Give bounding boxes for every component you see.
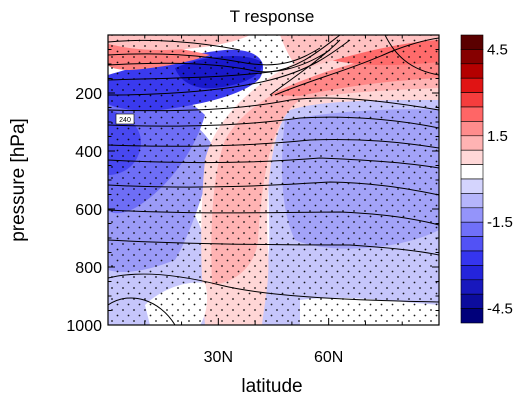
colorbar-swatch bbox=[460, 207, 484, 223]
y-tick-label: 600 bbox=[75, 202, 102, 219]
y-tick-label: 400 bbox=[75, 144, 102, 161]
colorbar-swatch bbox=[460, 265, 484, 281]
colorbar-swatch bbox=[460, 49, 484, 65]
colorbar-swatch bbox=[460, 178, 484, 194]
contour-line bbox=[108, 35, 341, 81]
colorbar-label: 4.5 bbox=[487, 41, 508, 58]
contour-line bbox=[108, 181, 439, 196]
contour-label-box: 240 bbox=[115, 113, 135, 125]
colorbar-label: 1.5 bbox=[487, 128, 508, 145]
contour-line bbox=[108, 116, 439, 129]
x-axis: 30N 60N bbox=[107, 35, 440, 366]
colorbar-swatch bbox=[460, 34, 484, 50]
contour-line bbox=[384, 35, 439, 76]
colorbar-swatch bbox=[460, 279, 484, 295]
contour-line bbox=[269, 39, 341, 96]
colorbar-swatch bbox=[460, 221, 484, 237]
y-tick-label: 200 bbox=[75, 86, 102, 103]
contour-line bbox=[108, 39, 351, 96]
colorbar-swatch bbox=[460, 92, 484, 108]
colorbar-swatch bbox=[460, 106, 484, 122]
contour-line bbox=[108, 39, 241, 51]
colorbar-swatch bbox=[460, 121, 484, 137]
y-axis: 200 400 600 800 1000 bbox=[66, 34, 439, 335]
plot-area: 240 bbox=[108, 35, 439, 325]
contour-line bbox=[108, 157, 439, 169]
contour-line bbox=[108, 49, 331, 73]
colorbar-swatch bbox=[460, 149, 484, 165]
colorbar-swatch bbox=[460, 250, 484, 266]
contour-line bbox=[108, 138, 439, 149]
y-tick-label: 1000 bbox=[66, 318, 102, 335]
colorbar-swatch bbox=[460, 135, 484, 151]
x-tick-label: 60N bbox=[314, 349, 343, 366]
colorbar-label: -1.5 bbox=[487, 214, 513, 231]
temperature-contour-lines bbox=[108, 35, 439, 325]
x-tick-label: 30N bbox=[204, 349, 233, 366]
y-axis-label: pressure [hPa] bbox=[8, 118, 29, 242]
colorbar: 4.5 1.5 -1.5 -4.5 bbox=[460, 34, 513, 324]
colorbar-swatch bbox=[460, 193, 484, 209]
contour-line bbox=[108, 297, 176, 325]
colorbar-swatch bbox=[460, 293, 484, 309]
contour-line bbox=[108, 47, 321, 66]
contour-line bbox=[108, 209, 439, 226]
colorbar-swatch bbox=[460, 236, 484, 252]
x-axis-label: latitude bbox=[241, 376, 302, 397]
contour-line bbox=[108, 239, 439, 256]
colorbar-swatch bbox=[460, 63, 484, 79]
significance-stipple bbox=[108, 35, 439, 325]
contour-label: 240 bbox=[119, 117, 131, 124]
colorbar-swatch bbox=[460, 77, 484, 93]
chart-title: T response bbox=[230, 7, 315, 26]
contour-line bbox=[108, 97, 439, 112]
contour-line bbox=[274, 37, 439, 96]
colorbar-swatch bbox=[460, 164, 484, 180]
colorbar-swatch bbox=[460, 308, 484, 324]
y-tick-label: 800 bbox=[75, 260, 102, 277]
colorbar-label: -4.5 bbox=[487, 301, 513, 318]
contour-line bbox=[108, 273, 439, 303]
